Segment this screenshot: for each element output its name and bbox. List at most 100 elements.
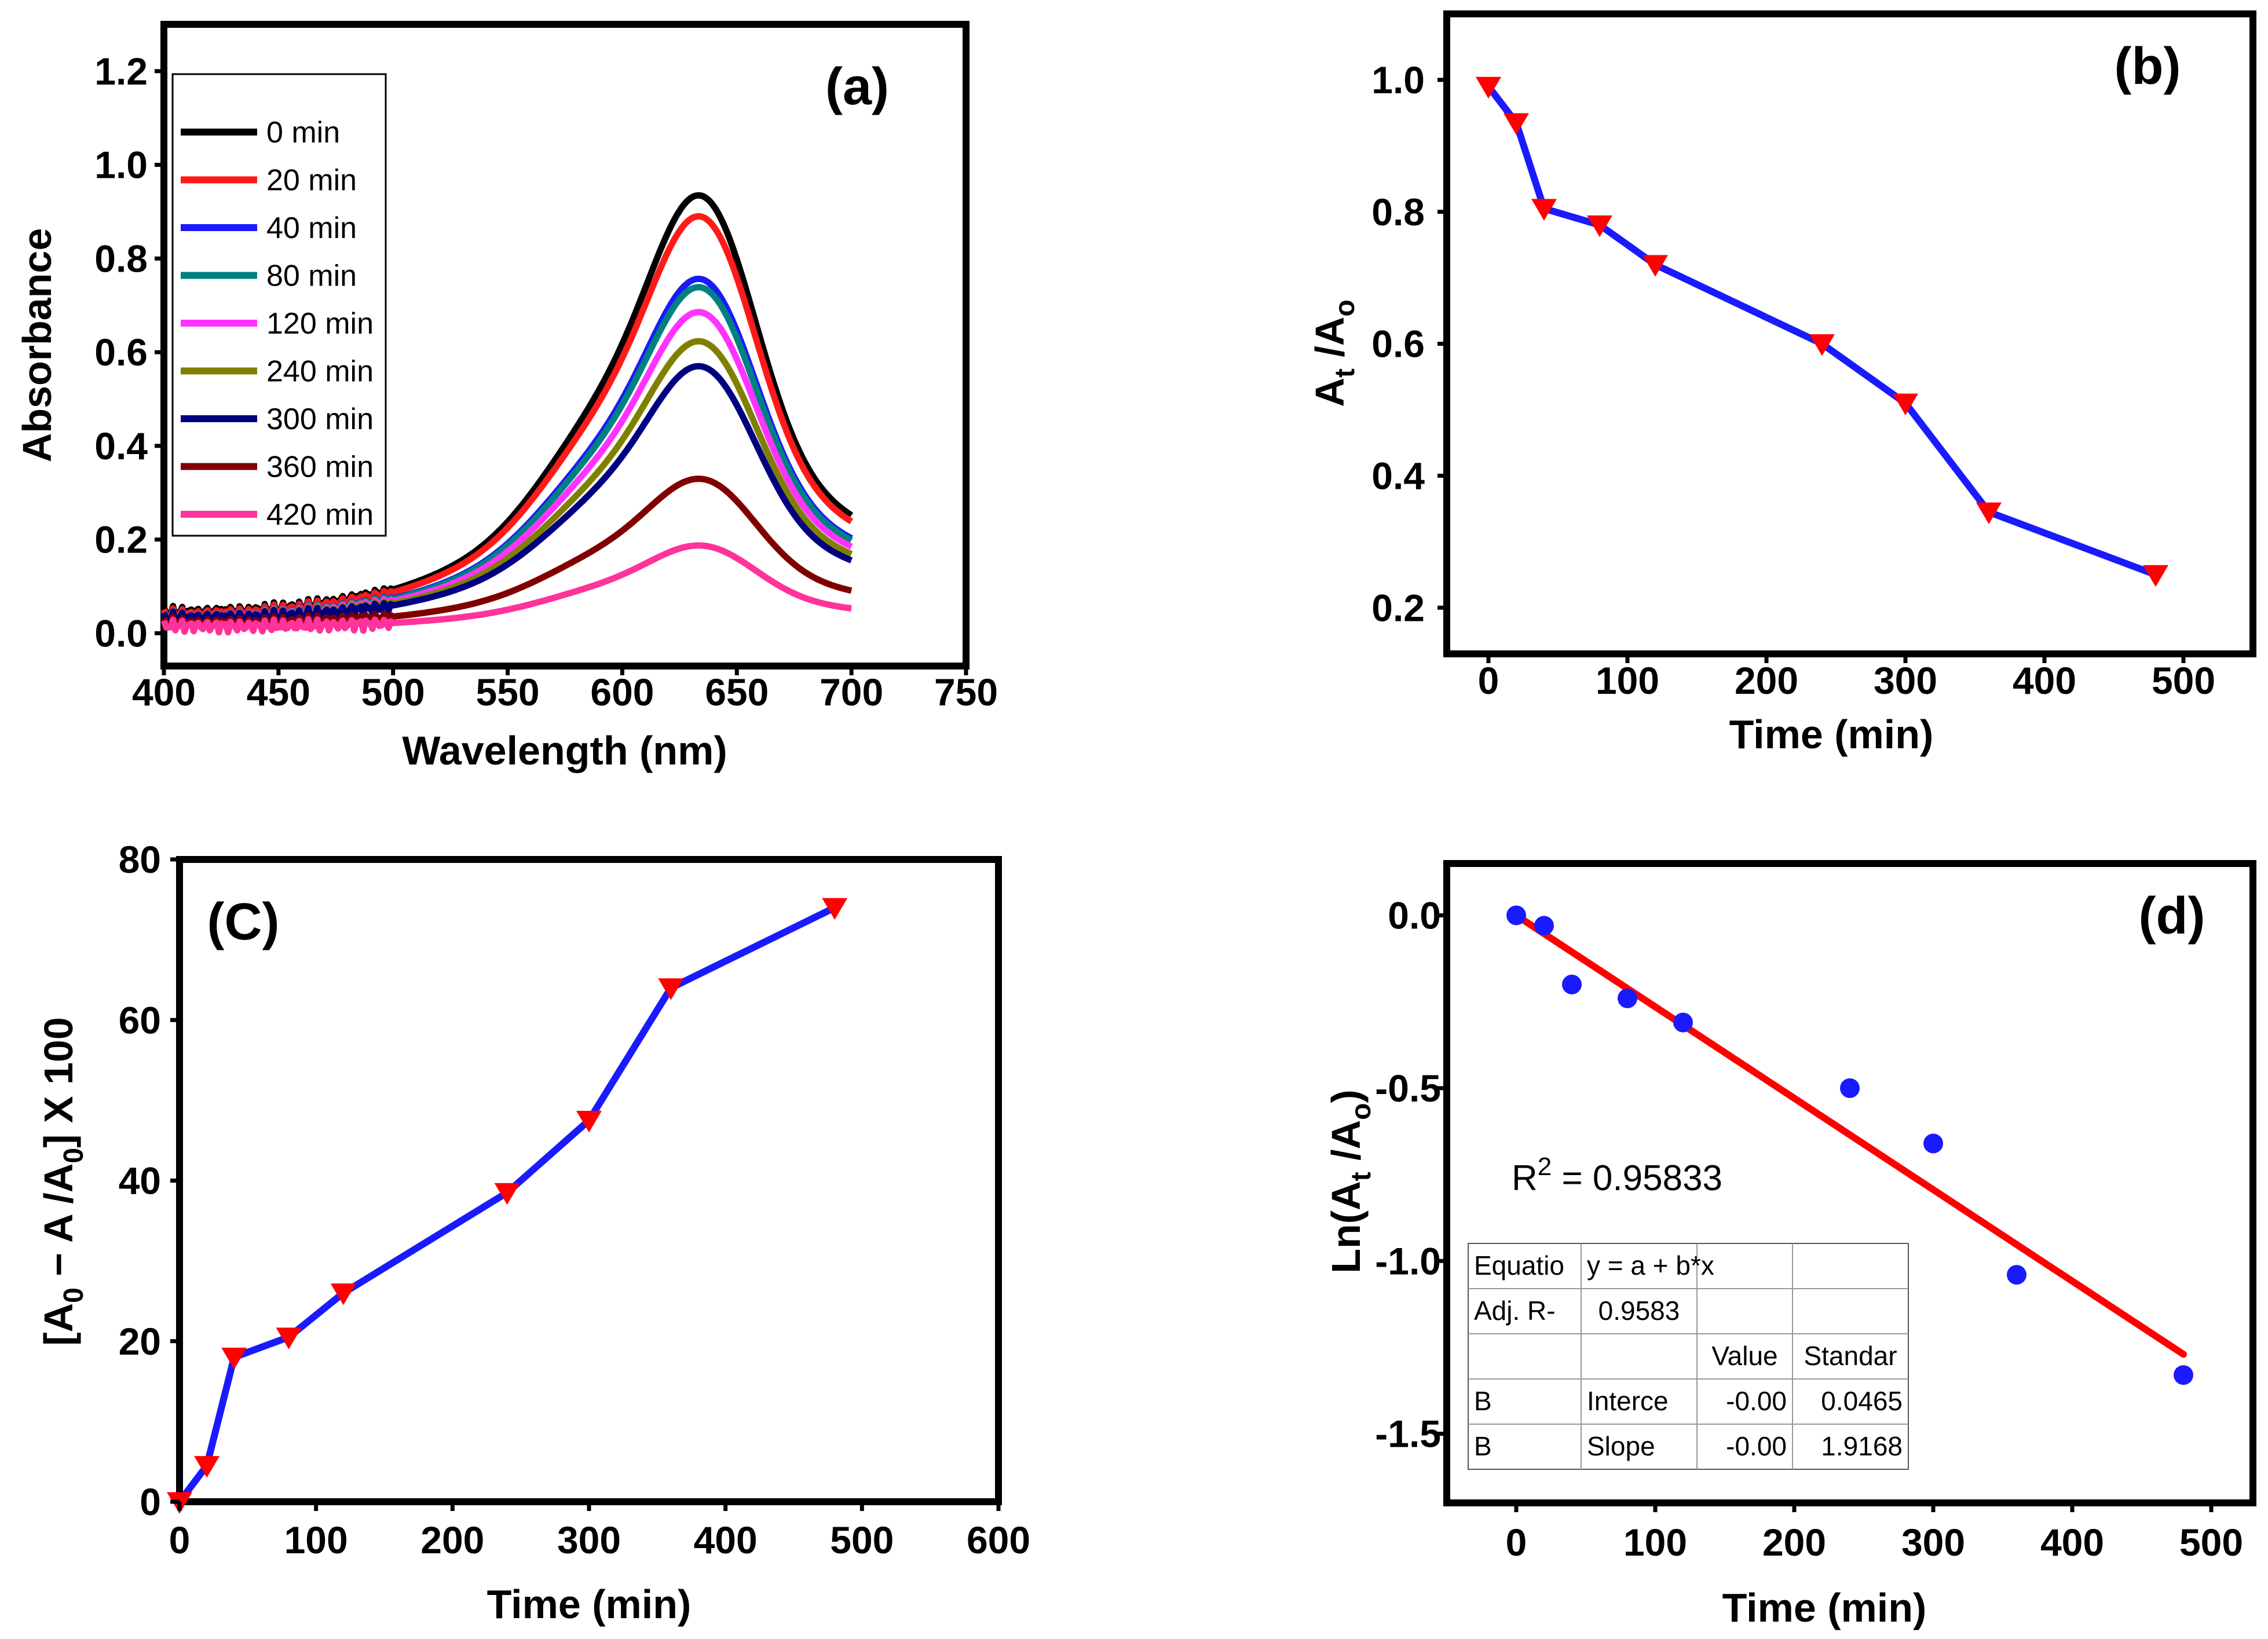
x-tick-label: 600 [967, 1519, 1030, 1561]
x-tick-label: 500 [2152, 659, 2215, 702]
y-axis-label-d-part3: ) [1323, 1089, 1369, 1103]
degradation-marker [494, 1183, 520, 1205]
y-axis-label-a: Absorbance [14, 228, 60, 463]
stats-table-bg [1468, 1243, 1909, 1470]
y-tick-label: 0.2 [94, 518, 148, 561]
stats-table-cell: Interce [1587, 1386, 1669, 1416]
x-tick-label: 500 [2179, 1521, 2243, 1564]
legend: 0 min 20 min 40 min 80 min 120 min 240 min 300… [171, 73, 387, 537]
y-tick-label: -1.0 [1375, 1239, 1441, 1282]
y-tick-label: -1.5 [1375, 1413, 1441, 1455]
stats-table-cell: y = a + b*x [1587, 1250, 1714, 1281]
y-tick-label: 0.6 [94, 331, 148, 374]
x-tick-label: 200 [1735, 659, 1798, 702]
plot-frame-d [1443, 860, 2256, 1506]
panel-label-d: (d) [2139, 887, 2205, 945]
ratio-marker [1893, 393, 1918, 416]
x-tick-label: 100 [1623, 1521, 1687, 1564]
stats-table-cell: Slope [1587, 1431, 1655, 1461]
stats-table-cell: 0.9583 [1598, 1296, 1680, 1326]
x-tick-label: 0 [169, 1519, 191, 1561]
x-tick-label: 500 [830, 1519, 894, 1561]
panel-c: 0 100 200 300 400 500 600 0 20 40 60 80 (C) Time (m… [36, 838, 1030, 1627]
data-point [2174, 1365, 2193, 1385]
x-tick-label: 650 [705, 671, 769, 714]
x-tick-label: 550 [476, 671, 540, 714]
x-tick-label: 700 [820, 671, 883, 714]
stats-table-cell: Adj. R- [1474, 1296, 1556, 1326]
y-axis-label-b: At /Ao [1307, 299, 1360, 407]
y-tick-label: 40 [119, 1159, 161, 1202]
degradation-marker [576, 1111, 602, 1133]
legend-label: 240 min [266, 355, 374, 389]
r-squared-value: = 0.95833 [1552, 1158, 1722, 1198]
degradation-series [167, 898, 848, 1514]
plot-frame-a [160, 21, 970, 669]
x-tick-label: 100 [284, 1519, 348, 1561]
r-squared-annotation: R2 = 0.95833 [1512, 1153, 1722, 1198]
y-tick-label: 80 [119, 838, 161, 881]
x-tick-label: 400 [132, 671, 196, 714]
y-axis-label-c-sub2: 0 [58, 1148, 89, 1164]
y-tick-label: 1.0 [1371, 58, 1425, 101]
y-tick-label: 0.0 [94, 612, 148, 654]
legend-label: 120 min [266, 307, 374, 341]
data-point [1840, 1078, 1860, 1098]
data-point [1923, 1133, 1943, 1154]
x-axis-label-b: Time (min) [1729, 712, 1934, 757]
ratio-marker [1643, 255, 1668, 277]
stats-table-cell: Value [1711, 1341, 1777, 1371]
degradation-marker [276, 1327, 302, 1349]
x-axis-label-a: Wavelength (nm) [402, 728, 727, 773]
y-axis-label-d: Ln(At /Ao) [1323, 1089, 1377, 1273]
data-point [1534, 916, 1554, 936]
x-tick-label: 200 [420, 1519, 484, 1561]
degradation-marker [330, 1283, 356, 1305]
legend-box [171, 73, 387, 537]
ln-series [1506, 905, 2193, 1385]
y-axis-label-c-part2: − A /A [36, 1164, 81, 1288]
legend-label: 300 min [266, 403, 374, 436]
degradation-marker [822, 898, 848, 920]
r-squared-sup: 2 [1538, 1153, 1552, 1181]
y-axis-label-d-sub2: o [1346, 1103, 1377, 1120]
legend-label: 420 min [266, 498, 374, 532]
x-tick-label: 300 [1874, 659, 1937, 702]
y-tick-label: 0.2 [1371, 586, 1425, 629]
x-tick-label: 400 [694, 1519, 758, 1561]
y-tick-label: 0.0 [1388, 894, 1441, 937]
axis-ticks-c: 0 100 200 300 400 500 600 0 20 40 60 80 [119, 838, 1030, 1561]
y-tick-label: 0.6 [1371, 323, 1425, 365]
panel-b: 0 100 200 300 400 500 0.2 0.4 0.6 0.8 1.0 (b) Time… [1307, 10, 2256, 757]
axis-ticks-b: 0 100 200 300 400 500 0.2 0.4 0.6 0.8 1.0 [1371, 58, 2215, 702]
spectrum-curve [160, 363, 853, 627]
legend-label: 0 min [266, 116, 340, 149]
axis-ticks-d: 0 100 200 300 400 500 0.0 -0.5 -1.0 -1.5 [1375, 894, 2243, 1564]
y-axis-label-d-part2: /A [1323, 1120, 1369, 1172]
stats-table-cell: Equatio [1474, 1250, 1564, 1281]
y-tick-label: 0.4 [94, 425, 148, 467]
y-axis-label-b-part2: /A [1307, 317, 1352, 368]
ratio-marker [1531, 199, 1557, 221]
stats-table-cell: 0.0465 [1821, 1386, 1903, 1416]
ratio-marker [1976, 502, 2002, 524]
legend-label: 20 min [266, 164, 357, 197]
y-axis-label-c-part1: [A [36, 1303, 81, 1346]
x-tick-label: 450 [247, 671, 310, 714]
r-squared-prefix: R [1512, 1158, 1538, 1198]
y-axis-label-c: [A0 − A /A0] X 100 [36, 1017, 89, 1346]
y-tick-label: 0.8 [94, 237, 148, 280]
x-axis-label-c: Time (min) [487, 1582, 692, 1627]
ratio-series [1476, 76, 2168, 587]
ratio-marker [1504, 113, 1529, 135]
y-axis-label-c-sub1: 0 [58, 1287, 89, 1303]
y-tick-label: 1.2 [94, 50, 148, 93]
y-axis-label-c-part3: ] X 100 [36, 1017, 81, 1148]
data-point [2007, 1265, 2026, 1285]
degradation-marker [658, 978, 684, 1000]
data-point [1673, 1012, 1693, 1033]
data-point [1618, 988, 1637, 1008]
x-axis-label-d: Time (min) [1722, 1585, 1927, 1630]
degradation-marker [194, 1456, 220, 1478]
